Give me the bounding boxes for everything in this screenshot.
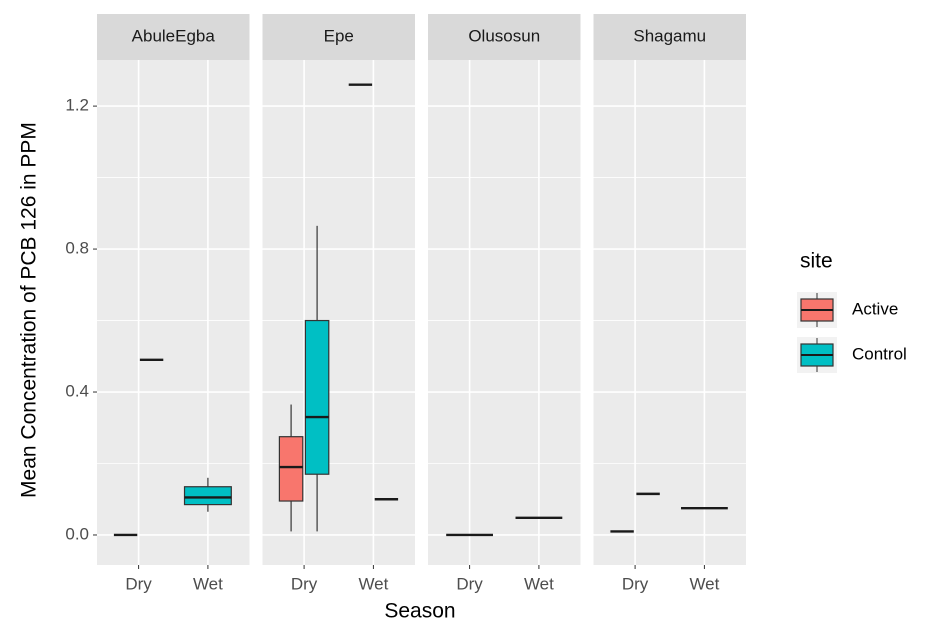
strip bbox=[428, 14, 581, 60]
box bbox=[278, 436, 304, 502]
x-tick-label: Wet bbox=[689, 574, 719, 593]
y-axis-title: Mean Concentration of PCB 126 in PPM bbox=[18, 122, 41, 498]
legend-label: Active bbox=[852, 299, 898, 318]
x-tick-label: Dry bbox=[622, 574, 649, 593]
box bbox=[183, 486, 232, 506]
box bbox=[304, 319, 330, 475]
x-axis-title: Season bbox=[384, 600, 455, 623]
x-tick-label: Wet bbox=[524, 574, 554, 593]
x-tick-label: Dry bbox=[456, 574, 483, 593]
strip-label: Epe bbox=[324, 26, 354, 45]
x-tick-label: Wet bbox=[193, 574, 223, 593]
strip bbox=[97, 14, 250, 60]
x-tick-label: Dry bbox=[125, 574, 152, 593]
panel bbox=[593, 60, 746, 565]
strip-label: Shagamu bbox=[633, 26, 706, 45]
strip-label: AbuleEgba bbox=[132, 26, 216, 45]
y-tick-label: 1.2 bbox=[65, 96, 89, 115]
y-tick-label: 0.8 bbox=[65, 239, 89, 258]
y-tick-label: 0.0 bbox=[65, 524, 89, 543]
x-tick-label: Dry bbox=[291, 574, 318, 593]
panel bbox=[428, 60, 581, 565]
strip-label: Olusosun bbox=[468, 26, 540, 45]
panel bbox=[97, 60, 250, 565]
legend-title: site bbox=[800, 250, 833, 273]
legend-label: Control bbox=[852, 344, 907, 363]
x-tick-label: Wet bbox=[358, 574, 388, 593]
strip bbox=[593, 14, 746, 60]
strip bbox=[262, 14, 415, 60]
y-tick-label: 0.4 bbox=[65, 382, 89, 401]
